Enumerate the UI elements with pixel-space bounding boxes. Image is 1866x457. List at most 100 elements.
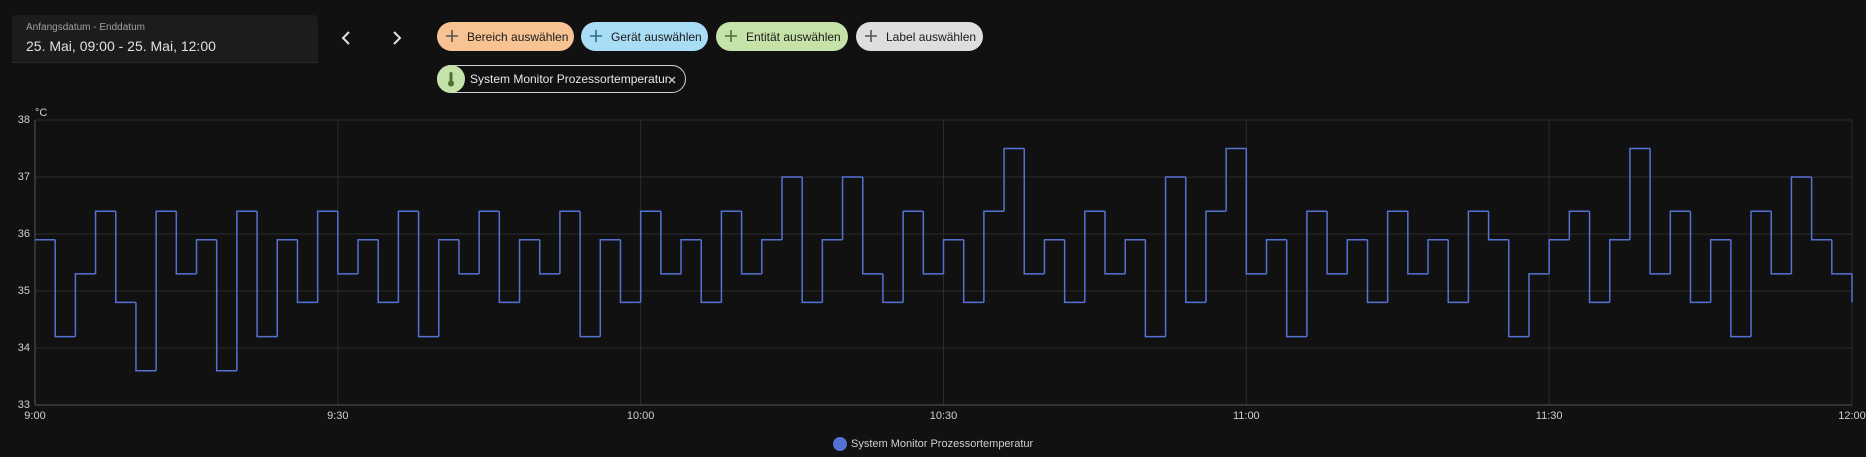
line-step bbox=[1265, 238, 1287, 274]
line-step bbox=[1285, 239, 1307, 338]
line-step bbox=[115, 211, 136, 304]
line-step bbox=[1366, 239, 1388, 304]
add-area-chip[interactable]: Bereich auswählen bbox=[437, 22, 574, 51]
line-step bbox=[619, 239, 641, 304]
line-step bbox=[781, 176, 803, 240]
line-step bbox=[942, 238, 964, 274]
line-step bbox=[1346, 238, 1368, 274]
legend-label: System Monitor Prozessortemperatur bbox=[851, 438, 1034, 450]
legend-swatch bbox=[833, 437, 847, 451]
line-step bbox=[1608, 238, 1630, 303]
line-step bbox=[478, 210, 500, 274]
line-step bbox=[801, 177, 823, 304]
line-step bbox=[538, 239, 560, 275]
chip-label: Entität auswählen bbox=[746, 29, 841, 44]
line-step bbox=[417, 211, 439, 338]
add-label-chip[interactable]: Label auswählen bbox=[856, 22, 983, 51]
prev-button[interactable] bbox=[336, 28, 356, 48]
line-step bbox=[983, 210, 1005, 303]
entity-icon bbox=[437, 65, 465, 93]
line-step bbox=[518, 238, 540, 303]
line-step bbox=[1669, 210, 1691, 274]
line-step bbox=[1306, 210, 1328, 337]
selected-entity-chip[interactable]: System Monitor Prozessortemperatur bbox=[437, 65, 686, 93]
line-step bbox=[680, 238, 702, 274]
line-step bbox=[882, 273, 904, 304]
remove-button[interactable] bbox=[667, 75, 677, 85]
line-step bbox=[1245, 148, 1267, 275]
line-step bbox=[1689, 211, 1711, 304]
line-step bbox=[94, 210, 116, 274]
x-tick-label: 12:00 bbox=[1838, 410, 1866, 422]
y-axis-unit: °C bbox=[35, 107, 47, 119]
line-step bbox=[256, 211, 278, 338]
date-picker-label: Anfangsdatum - Enddatum bbox=[26, 22, 145, 33]
line-step bbox=[1467, 210, 1489, 303]
add-device-chip[interactable]: Gerät auswählen bbox=[581, 22, 708, 51]
line-step bbox=[1790, 176, 1812, 274]
y-tick-label: 38 bbox=[18, 114, 30, 126]
line-step bbox=[195, 238, 217, 274]
line-step bbox=[1629, 147, 1651, 240]
y-tick-label: 34 bbox=[18, 342, 30, 354]
line-step bbox=[1124, 238, 1146, 274]
line-step bbox=[1185, 177, 1206, 304]
line-step bbox=[700, 239, 722, 304]
x-tick-label: 11:30 bbox=[1536, 410, 1563, 422]
line-step bbox=[276, 238, 298, 337]
line-step bbox=[1084, 210, 1106, 303]
x-tick-label: 11:00 bbox=[1233, 410, 1260, 422]
line-step bbox=[1326, 211, 1348, 275]
y-tick-label: 33 bbox=[18, 399, 30, 411]
line-step bbox=[1548, 238, 1570, 274]
line-step bbox=[1063, 239, 1085, 304]
line-step bbox=[438, 238, 459, 337]
x-tick-label: 10:00 bbox=[627, 410, 655, 422]
line-step bbox=[1709, 238, 1731, 303]
line-step bbox=[458, 239, 480, 275]
date-range-picker[interactable]: Anfangsdatum - Enddatum 25. Mai, 09:00 -… bbox=[12, 15, 318, 63]
line-step bbox=[337, 211, 359, 275]
line-step bbox=[841, 176, 863, 240]
line-step bbox=[1750, 210, 1772, 337]
line-step bbox=[1205, 210, 1227, 303]
line-step bbox=[579, 211, 601, 338]
line-step bbox=[1568, 210, 1590, 240]
line-step bbox=[1588, 211, 1610, 304]
line-step bbox=[962, 239, 984, 304]
y-tick-label: 35 bbox=[18, 285, 30, 297]
line-step bbox=[1164, 176, 1186, 337]
line-step bbox=[377, 239, 399, 304]
line-step bbox=[559, 210, 581, 274]
add-entity-chip[interactable]: Entität auswählen bbox=[716, 22, 848, 51]
line-step bbox=[1487, 211, 1509, 241]
line-step bbox=[135, 302, 157, 372]
line-step bbox=[316, 210, 338, 303]
line-step bbox=[1407, 211, 1429, 275]
line-step bbox=[1447, 239, 1469, 304]
y-tick-label: 37 bbox=[18, 171, 30, 183]
line-step bbox=[1427, 238, 1449, 274]
chip-label: System Monitor Prozessortemperatur bbox=[470, 72, 669, 86]
line-step bbox=[1508, 239, 1529, 338]
line-step bbox=[175, 211, 197, 275]
line-step bbox=[1831, 239, 1852, 275]
next-button[interactable] bbox=[387, 28, 407, 48]
line-step bbox=[1043, 238, 1065, 274]
line-step bbox=[740, 211, 762, 275]
line-step bbox=[761, 238, 782, 274]
line-step bbox=[1386, 210, 1408, 303]
line-step bbox=[1023, 148, 1045, 275]
line-step bbox=[1810, 177, 1832, 241]
line-step bbox=[236, 210, 258, 371]
line-step bbox=[1104, 211, 1126, 275]
line-step bbox=[1528, 273, 1550, 337]
y-tick-label: 36 bbox=[18, 228, 30, 240]
chip-label: Label auswählen bbox=[886, 29, 977, 44]
x-tick-label: 9:00 bbox=[24, 410, 45, 422]
line-step bbox=[498, 211, 520, 304]
line-step bbox=[74, 273, 96, 337]
line-step bbox=[720, 210, 742, 303]
